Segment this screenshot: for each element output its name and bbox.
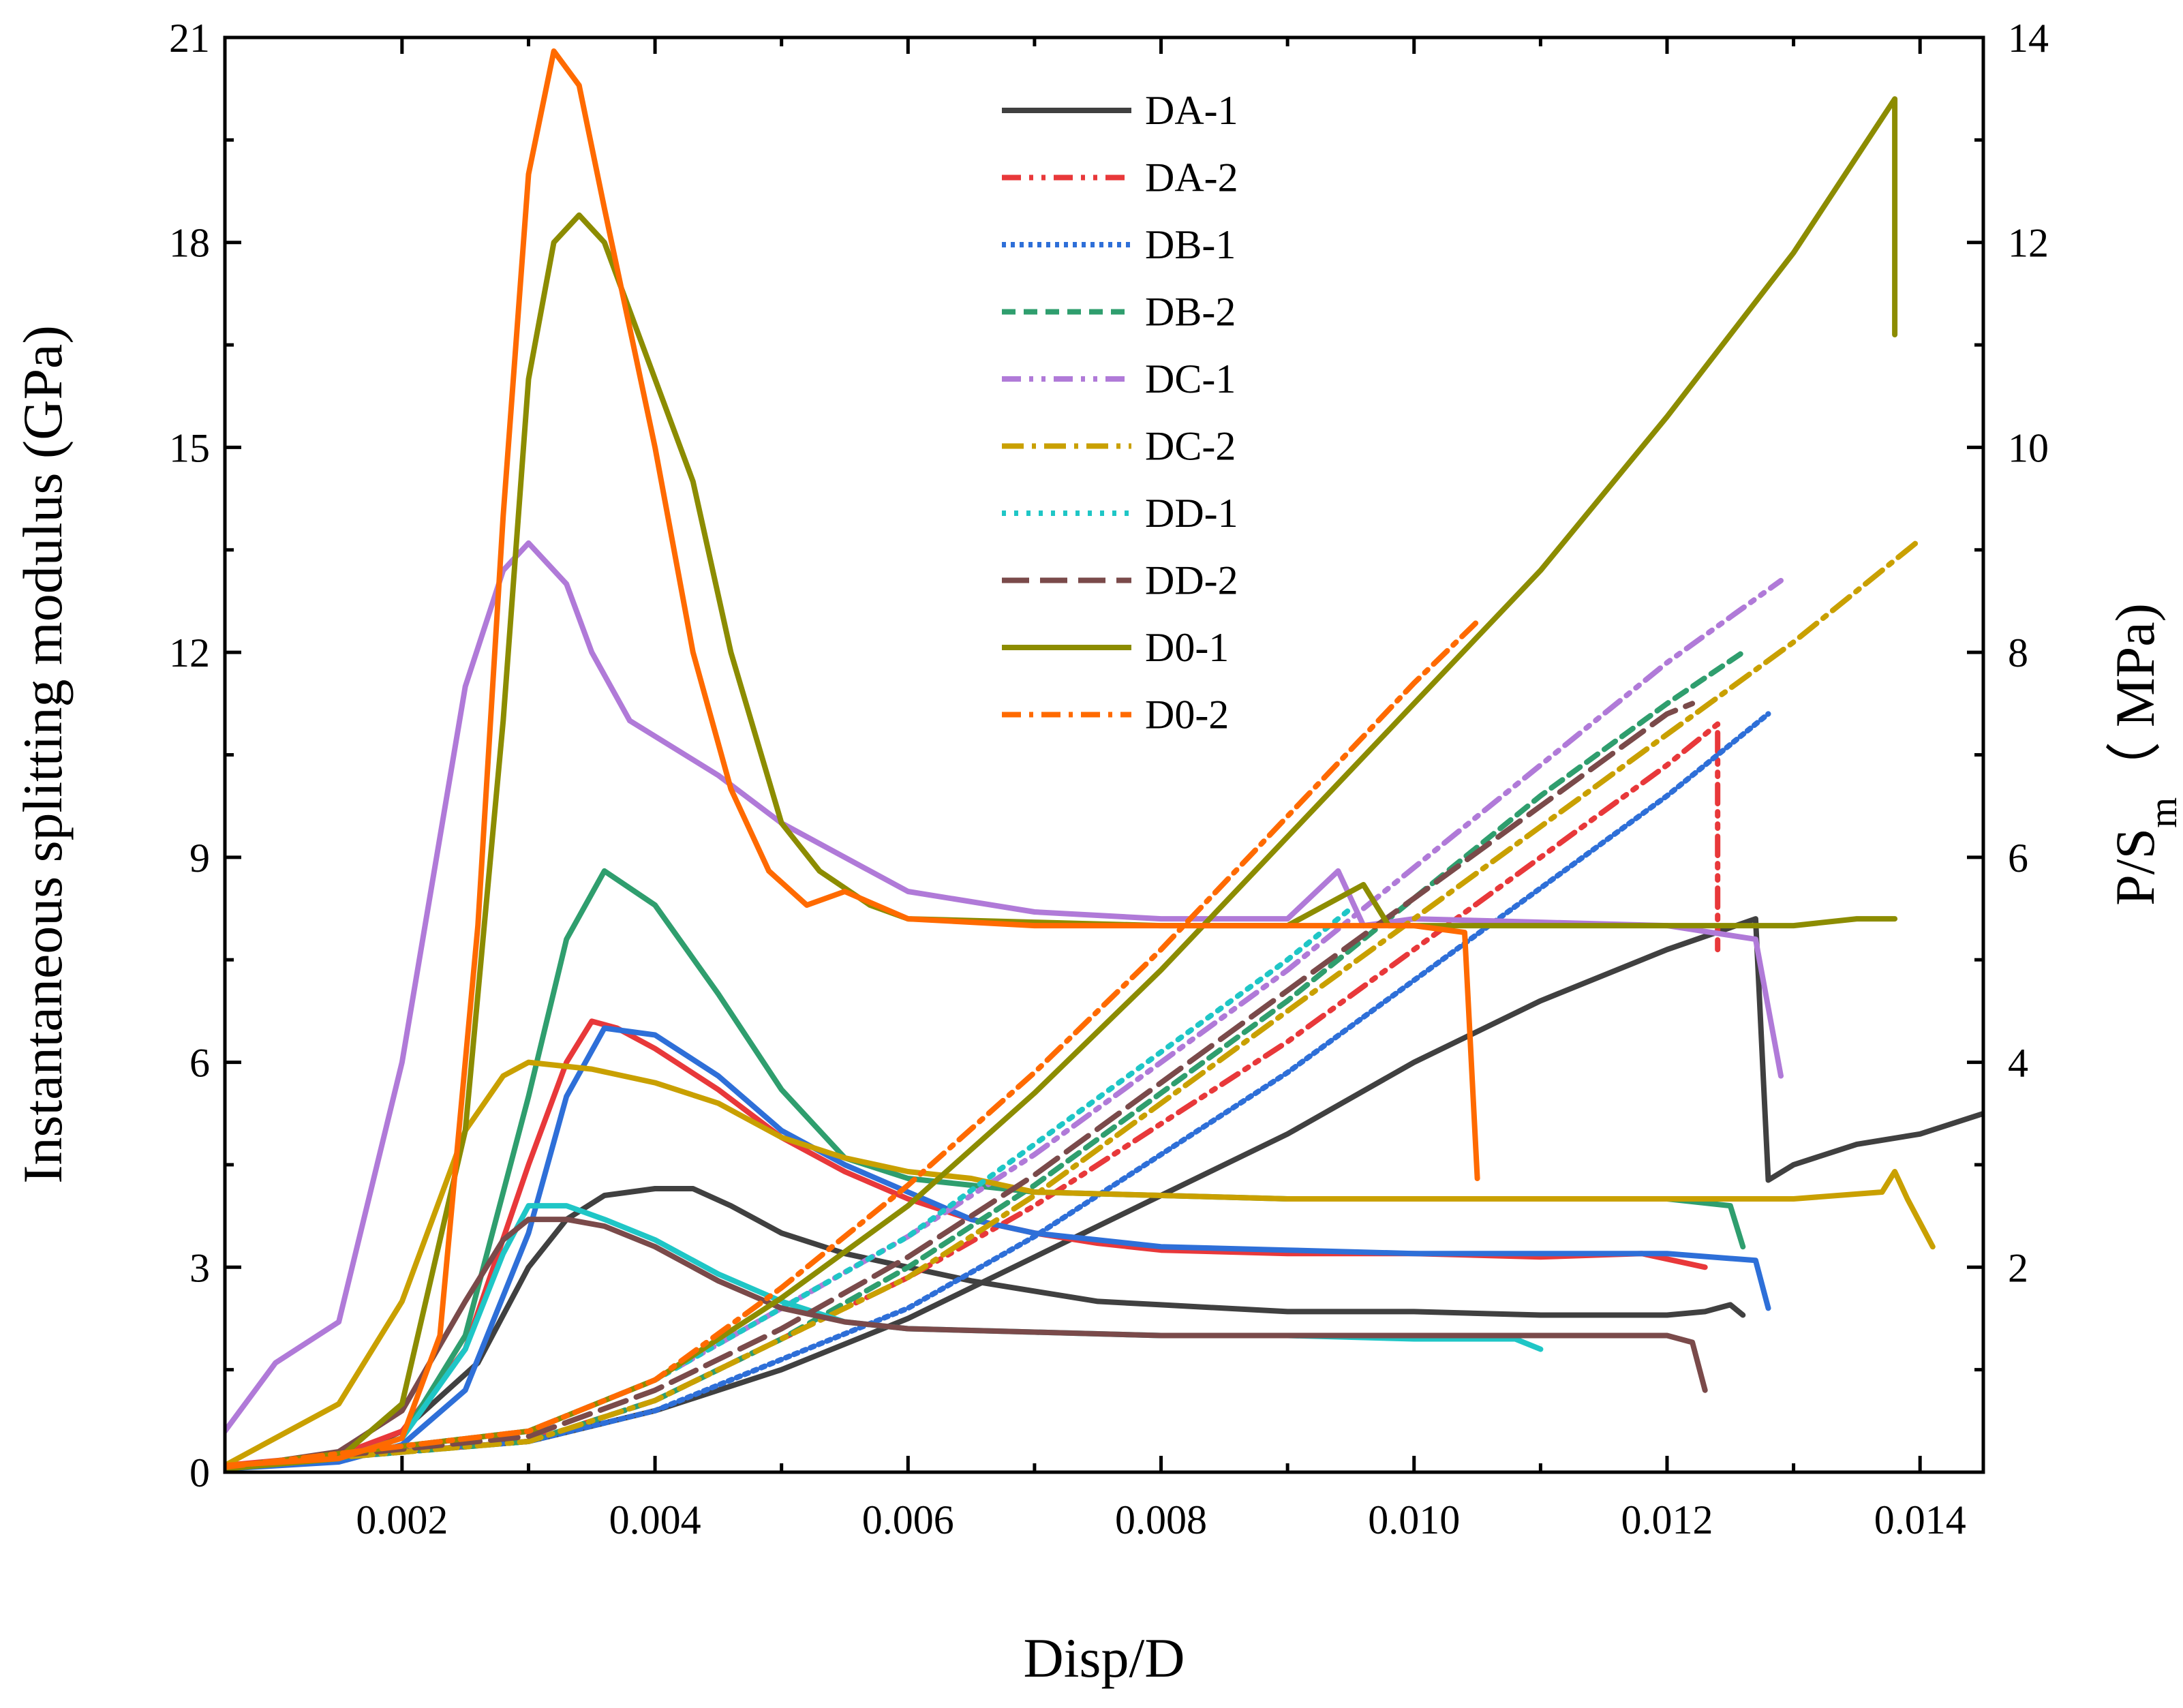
y-left-tick-label: 21	[169, 16, 210, 61]
y-axis-right-title-tail: （ MPa)	[2104, 603, 2166, 797]
x-tick-label: 0.002	[356, 1497, 448, 1542]
series-dd-1-stress-line	[225, 906, 1354, 1470]
y-left-tick-label: 18	[169, 221, 210, 266]
series-layer	[225, 48, 1983, 1471]
y-axis-right-title-sub: m	[2141, 797, 2183, 828]
x-tick-label: 0.006	[862, 1497, 954, 1542]
y-right-tick-label: 2	[2008, 1245, 2028, 1290]
y-right-tick-label: 14	[2008, 16, 2049, 61]
legend-label-dc-2: DC-2	[1145, 424, 1236, 469]
x-tick-label: 0.004	[609, 1497, 701, 1542]
legend-label-db-1: DB-1	[1145, 222, 1236, 267]
legend-label-d0-2: D0-2	[1145, 692, 1229, 737]
x-tick-label: 0.008	[1115, 1497, 1207, 1542]
y-right-tick-label: 12	[2008, 221, 2049, 266]
y-right-tick-label: 4	[2008, 1041, 2028, 1086]
series-d0-1-modulus-line	[225, 212, 1898, 1471]
y-right-tick-label: 8	[2008, 630, 2028, 675]
series-d0-2-modulus-line	[225, 48, 1480, 1468]
legend-label-db-2: DB-2	[1145, 290, 1236, 335]
legend-label-dd-1: DD-1	[1145, 491, 1238, 536]
y-axis-right-title-main: P/S	[2104, 828, 2166, 906]
y-left-tick-label: 3	[189, 1245, 210, 1290]
legend-label-da-1: DA-1	[1145, 88, 1238, 133]
x-tick-label: 0.012	[1621, 1497, 1713, 1542]
x-axis-title: Disp/D	[1024, 1627, 1185, 1689]
series-d0-2-stress-line	[225, 619, 1480, 1470]
series-dc-1-modulus-line	[225, 540, 1784, 1434]
legend-label-dc-1: DC-1	[1145, 356, 1236, 401]
y-left-tick-label: 0	[189, 1450, 210, 1495]
legend-label-dd-2: DD-2	[1145, 558, 1238, 603]
legend: DA-1 DA-2 DB-1 DB-2 DC-1 DC-2 DD-1 DD-2 D0-1 D0-2	[1002, 88, 1238, 737]
y-left-tick-label: 12	[169, 630, 210, 675]
legend-label-d0-1: D0-1	[1145, 625, 1229, 670]
y-right-tick-label: 10	[2008, 425, 2049, 470]
y-axis-left-title: Instantaneous splitting modulus (GPa)	[12, 325, 74, 1184]
ticks-layer: 0.002 0.004 0.006 0.008 0.010 0.012 0.014 0 3 6 9 1…	[169, 16, 2049, 1542]
x-tick-label: 0.014	[1874, 1497, 1966, 1542]
legend-label-da-2: DA-2	[1145, 155, 1238, 200]
y-right-tick-label: 6	[2008, 836, 2028, 881]
y-left-tick-label: 9	[189, 836, 210, 881]
y-axis-right-title: P/Sm（ MPa)	[2104, 603, 2183, 906]
series-dd-2-modulus-line	[225, 1217, 1708, 1471]
x-tick-label: 0.010	[1368, 1497, 1460, 1542]
series-db-1-modulus-line	[225, 1025, 1771, 1471]
series-dd-2-stress-line	[225, 701, 1696, 1470]
y-left-tick-label: 15	[169, 425, 210, 470]
series-da-1-modulus-line	[225, 1186, 1746, 1471]
series-dc-2-stress-line	[225, 536, 1923, 1470]
y-left-tick-label: 6	[189, 1041, 210, 1086]
